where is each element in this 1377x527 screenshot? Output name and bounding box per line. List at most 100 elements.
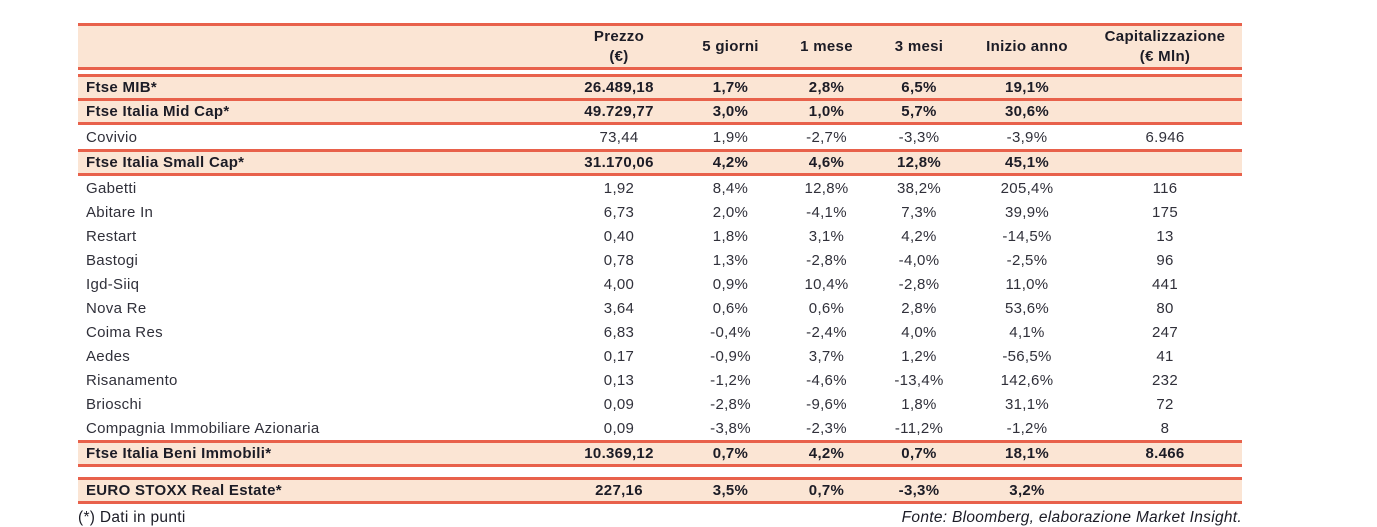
cell-prezzo: 227,16 (595, 482, 643, 499)
cell-name: Nova Re (86, 299, 147, 317)
cell-prezzo: 31.170,06 (584, 154, 654, 171)
cell-5-giorni: 0,6% (712, 299, 749, 317)
table-row: Covivio 73,44 1,9% -2,7% -3,3% -3,9% 6.9… (78, 125, 1242, 149)
cell-capitalizzazione: 13 (1156, 227, 1174, 245)
table-row: Ftse MIB* 26.489,18 1,7% 2,8% 6,5% 19,1% (78, 74, 1242, 101)
cell-prezzo: 49.729,77 (584, 103, 654, 120)
cell-1-mese: -4,1% (806, 203, 847, 221)
cell-prezzo: 1,92 (603, 179, 635, 197)
table-row: Ftse Italia Mid Cap* 49.729,77 3,0% 1,0%… (78, 101, 1242, 125)
cell-capitalizzazione: 80 (1156, 299, 1174, 317)
cell-5-giorni: 0,9% (712, 275, 749, 293)
table-row: Abitare In 6,73 2,0% -4,1% 7,3% 39,9% 17… (78, 200, 1242, 224)
cell-name: Covivio (86, 128, 138, 146)
cell-capitalizzazione: 232 (1152, 371, 1178, 389)
cell-prezzo: 0,78 (603, 251, 635, 269)
cell-1-mese: -2,7% (806, 128, 847, 146)
cell-5-giorni: -2,8% (710, 395, 751, 413)
cell-prezzo: 10.369,12 (584, 445, 654, 462)
table-row: Ftse Italia Small Cap* 31.170,06 4,2% 4,… (78, 149, 1242, 176)
cell-1-mese: 2,8% (808, 79, 845, 96)
table-row: Gabetti 1,92 8,4% 12,8% 38,2% 205,4% 116 (78, 176, 1242, 200)
cell-5-giorni: -3,8% (710, 419, 751, 437)
cell-1-mese: 4,6% (808, 154, 845, 171)
cell-capitalizzazione: 6.946 (1145, 128, 1185, 146)
cell-prezzo: 3,64 (603, 299, 635, 317)
footnote: (*) Dati in punti (78, 509, 186, 526)
cell-1-mese: 3,1% (808, 227, 845, 245)
cell-name: Bastogi (86, 251, 139, 269)
cell-inizio-anno: 4,1% (1009, 323, 1045, 341)
cell-inizio-anno: -1,2% (1006, 419, 1048, 437)
cell-3-mesi: -11,2% (894, 419, 944, 437)
cell-prezzo: 0,09 (603, 419, 635, 437)
header-label: Prezzo (593, 28, 645, 45)
cell-1-mese: 10,4% (804, 275, 849, 293)
cell-5-giorni: 4,2% (712, 154, 749, 171)
cell-3-mesi: 1,2% (901, 347, 937, 365)
header-cell-3-mesi: 3 mesi (872, 37, 966, 57)
table-body: Ftse MIB* 26.489,18 1,7% 2,8% 6,5% 19,1%… (78, 74, 1242, 504)
cell-1-mese: 12,8% (804, 179, 849, 197)
cell-prezzo: 6,83 (603, 323, 635, 341)
cell-1-mese: -4,6% (806, 371, 847, 389)
cell-name: Brioschi (86, 395, 142, 413)
header-sublabel: (€ Mln) (1139, 47, 1191, 65)
cell-inizio-anno: -3,9% (1006, 128, 1048, 146)
cell-capitalizzazione: 72 (1156, 395, 1174, 413)
cell-5-giorni: 1,9% (712, 128, 749, 146)
header-label: Capitalizzazione (1104, 28, 1226, 45)
cell-5-giorni: 3,0% (712, 103, 749, 120)
cell-prezzo: 73,44 (599, 128, 639, 146)
cell-3-mesi: 38,2% (896, 179, 942, 197)
cell-capitalizzazione: 96 (1156, 251, 1174, 269)
cell-3-mesi: -3,3% (898, 128, 940, 146)
cell-name: Abitare In (86, 203, 154, 221)
cell-name: Compagnia Immobiliare Azionaria (86, 419, 320, 437)
cell-5-giorni: 1,7% (712, 79, 749, 96)
cell-inizio-anno: 53,6% (1004, 299, 1050, 317)
cell-name: Igd-Siiq (86, 275, 140, 293)
table-row: Ftse Italia Beni Immobili* 10.369,12 0,7… (78, 440, 1242, 467)
header-sublabel: (€) (609, 47, 629, 65)
source-credit: Fonte: Bloomberg, elaborazione Market In… (901, 509, 1242, 526)
cell-prezzo: 6,73 (603, 203, 635, 221)
cell-1-mese: -2,8% (806, 251, 847, 269)
table-header-row: Prezzo (€) 5 giorni 1 mese 3 mesi Inizio… (78, 23, 1242, 70)
cell-1-mese: 4,2% (808, 445, 845, 462)
cell-inizio-anno: 30,6% (1004, 103, 1050, 120)
header-cell-inizio-anno: Inizio anno (966, 37, 1088, 57)
cell-inizio-anno: 3,2% (1009, 482, 1045, 499)
cell-capitalizzazione: 441 (1152, 275, 1178, 293)
cell-capitalizzazione: 41 (1156, 347, 1174, 365)
cell-capitalizzazione: 8.466 (1145, 445, 1185, 462)
cell-name: Ftse Italia Mid Cap* (86, 103, 230, 120)
cell-1-mese: 1,0% (808, 103, 845, 120)
cell-prezzo: 0,13 (603, 371, 635, 389)
table-row: Nova Re 3,64 0,6% 0,6% 2,8% 53,6% 80 (78, 296, 1242, 320)
cell-capitalizzazione: 8 (1160, 419, 1170, 437)
cell-inizio-anno: 11,0% (1005, 275, 1049, 293)
table-row: Compagnia Immobiliare Azionaria 0,09 -3,… (78, 416, 1242, 440)
cell-inizio-anno: 205,4% (1000, 179, 1054, 197)
cell-inizio-anno: 19,1% (1004, 79, 1050, 96)
cell-3-mesi: -3,3% (898, 482, 940, 499)
cell-inizio-anno: -2,5% (1006, 251, 1048, 269)
cell-1-mese: -2,3% (806, 419, 847, 437)
table-row: Coima Res 6,83 -0,4% -2,4% 4,0% 4,1% 247 (78, 320, 1242, 344)
cell-capitalizzazione: 175 (1152, 203, 1178, 221)
cell-3-mesi: 5,7% (901, 103, 937, 120)
cell-1-mese: -9,6% (806, 395, 847, 413)
cell-name: Risanamento (86, 371, 178, 389)
cell-name: Ftse Italia Beni Immobili* (86, 445, 272, 462)
cell-inizio-anno: 18,1% (1004, 445, 1050, 462)
cell-prezzo: 26.489,18 (584, 79, 654, 96)
cell-3-mesi: 12,8% (896, 154, 942, 171)
cell-inizio-anno: -14,5% (1002, 227, 1052, 245)
cell-inizio-anno: 142,6% (1000, 371, 1054, 389)
cell-inizio-anno: -56,5% (1002, 347, 1052, 365)
cell-inizio-anno: 45,1% (1004, 154, 1050, 171)
header-cell-capitalizzazione: Capitalizzazione (€ Mln) (1088, 27, 1242, 66)
cell-name: Ftse Italia Small Cap* (86, 154, 245, 171)
table-row: Brioschi 0,09 -2,8% -9,6% 1,8% 31,1% 72 (78, 392, 1242, 416)
